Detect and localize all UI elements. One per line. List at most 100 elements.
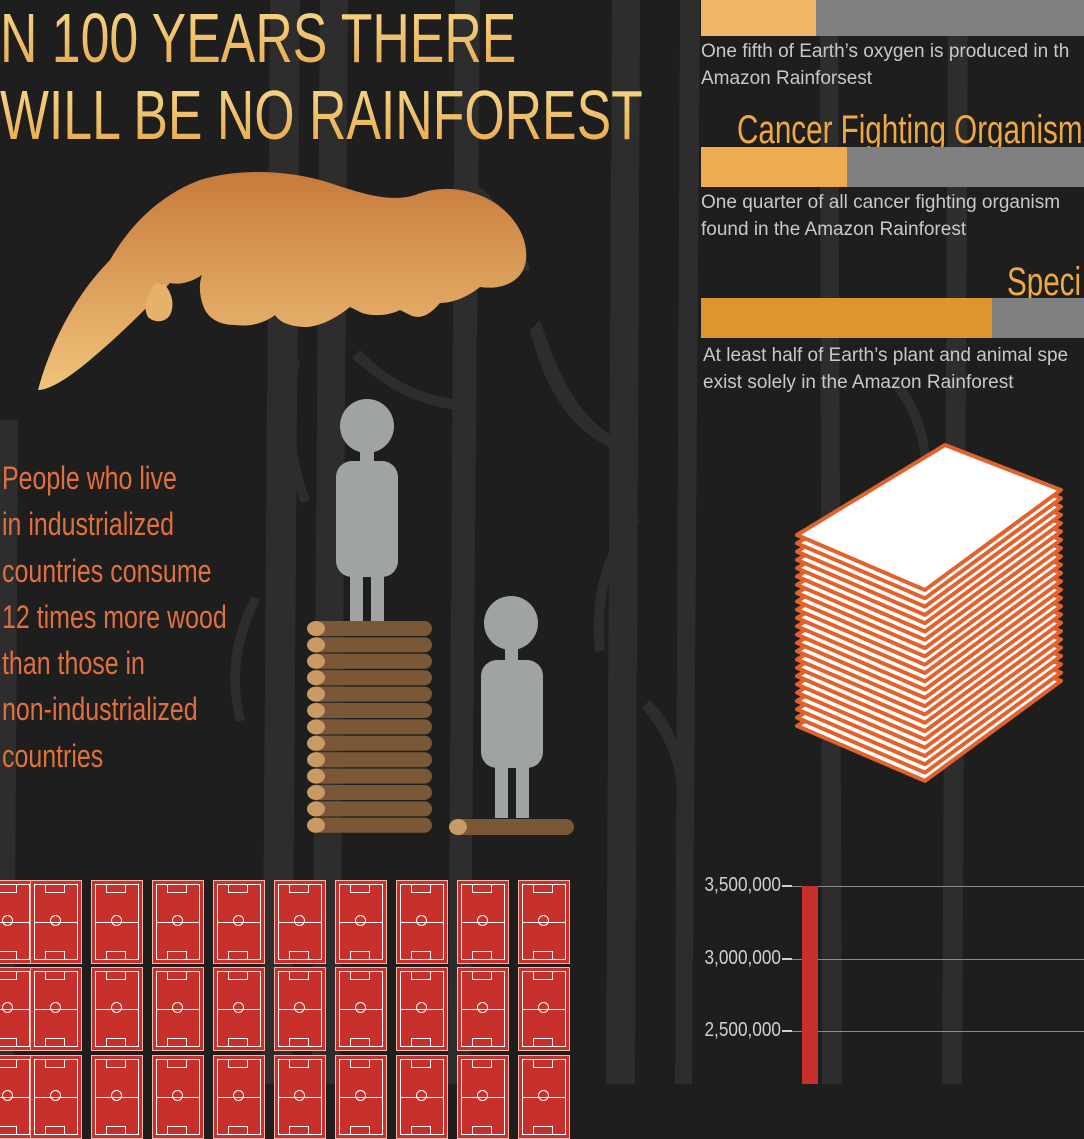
soccer-field-icon (457, 967, 509, 1051)
soccer-field-icon (335, 880, 387, 964)
log (308, 801, 432, 817)
log-end (307, 768, 325, 784)
chart-bar (802, 886, 818, 1084)
log-stack (307, 621, 432, 833)
stat-heading: Cancer Fighting Organism (737, 108, 1083, 152)
stat-bar-fill (701, 0, 816, 36)
stat-bar (701, 0, 1084, 36)
soccer-field-icon (30, 1055, 82, 1139)
chart-y-tick-label: 3,000,000 (704, 947, 781, 969)
soccer-field-icon (0, 967, 34, 1051)
stat-description-line: Amazon Rainforsest (701, 68, 873, 89)
soccer-field-icon (457, 1055, 509, 1139)
chart-y-tick-label: 2,500,000 (704, 1019, 781, 1041)
soccer-field-icon (30, 880, 82, 964)
fact-line: in industrialized (2, 506, 175, 543)
log (308, 817, 432, 833)
soccer-field-icon (213, 880, 265, 964)
fact-line: countries (2, 737, 104, 774)
fact-line: 12 times more wood (2, 598, 227, 635)
soccer-field-icon (213, 967, 265, 1051)
soccer-field-icon (152, 880, 204, 964)
log-end (307, 621, 325, 636)
stat-description-line: One quarter of all cancer fighting organ… (701, 192, 1061, 213)
soccer-field-icon (335, 967, 387, 1051)
soccer-field-icon (91, 1055, 143, 1139)
chart-tick (782, 885, 792, 887)
paper-stack-icon (795, 443, 1063, 783)
fact-line: countries consume (2, 552, 212, 589)
headline-line-1: N 100 YEARS THERE (0, 0, 517, 77)
log-end (307, 670, 325, 686)
log (308, 637, 432, 653)
chart-tick (782, 958, 792, 960)
chart-y-tick-label: 3,500,000 (704, 874, 781, 896)
log-end (307, 703, 325, 718)
wood-consumption-fact: People who live in industrialized countr… (2, 455, 252, 779)
log-end (307, 637, 325, 653)
single-log (449, 819, 574, 835)
log (308, 768, 432, 784)
soccer-field-icon (91, 967, 143, 1051)
log (308, 719, 432, 735)
stat-description-line: exist solely in the Amazon Rainforest (703, 372, 1014, 393)
stat-heading: Speci (1007, 260, 1082, 304)
log (308, 621, 432, 636)
soccer-field-icon (457, 880, 509, 964)
soccer-field-icon (274, 880, 326, 964)
log (308, 752, 432, 768)
soccer-field-icon (396, 1055, 448, 1139)
stat-description-line: At least half of Earth’s plant and anima… (703, 345, 1069, 366)
soccer-field-icon (91, 880, 143, 964)
stat-bar-fill (701, 298, 993, 338)
stat-bar-fill (701, 147, 847, 187)
soccer-field-icon (518, 1055, 570, 1139)
chart-gridline (790, 886, 1084, 887)
fact-line: non-industrialized (2, 691, 198, 728)
log-end (307, 752, 325, 768)
otter-silhouette-icon (38, 172, 527, 390)
soccer-field-icon (396, 967, 448, 1051)
headline-line-2: WILL BE NO RAINFOREST (0, 76, 643, 154)
log-end (307, 817, 325, 833)
soccer-field-icon (0, 880, 34, 964)
soccer-field-icon (152, 967, 204, 1051)
soccer-field-icon (274, 967, 326, 1051)
log (308, 735, 432, 751)
soccer-field-icon (152, 1055, 204, 1139)
log-end (307, 653, 325, 669)
chart-tick (782, 1030, 792, 1032)
person-on-single-log-icon (449, 596, 574, 835)
soccer-field-icon (518, 967, 570, 1051)
soccer-field-icon (213, 1055, 265, 1139)
soccer-field-icon (396, 880, 448, 964)
log (308, 686, 432, 702)
log-end (307, 735, 325, 751)
log (308, 653, 432, 669)
person-on-log-stack-icon (307, 399, 432, 833)
soccer-field-icon (30, 967, 82, 1051)
log-end (307, 801, 325, 817)
soccer-field-icon (335, 1055, 387, 1139)
log (308, 703, 432, 718)
soccer-field-icon (518, 880, 570, 964)
soccer-field-icon (274, 1055, 326, 1139)
fact-line: than those in (2, 645, 145, 682)
soccer-field-icon (0, 1055, 34, 1139)
stat-bar (701, 298, 1084, 338)
stat-bar (701, 147, 1084, 187)
log (308, 670, 432, 686)
log-end (307, 686, 325, 702)
stat-description: At least half of Earth’s plant and anima… (703, 342, 1084, 396)
stat-description: One quarter of all cancer fighting organ… (701, 189, 1084, 243)
chart-gridline (790, 959, 1084, 960)
paper-sheet (795, 443, 1063, 592)
stat-description: One fifth of Earth’s oxygen is produced … (701, 38, 1084, 92)
log-end (307, 785, 325, 800)
fact-line: People who live (2, 460, 177, 496)
chart-gridline (790, 1031, 1084, 1032)
log (308, 785, 432, 800)
log-end (307, 719, 325, 735)
stat-description-line: found in the Amazon Rainforest (701, 219, 967, 240)
stat-description-line: One fifth of Earth’s oxygen is produced … (701, 41, 1070, 62)
